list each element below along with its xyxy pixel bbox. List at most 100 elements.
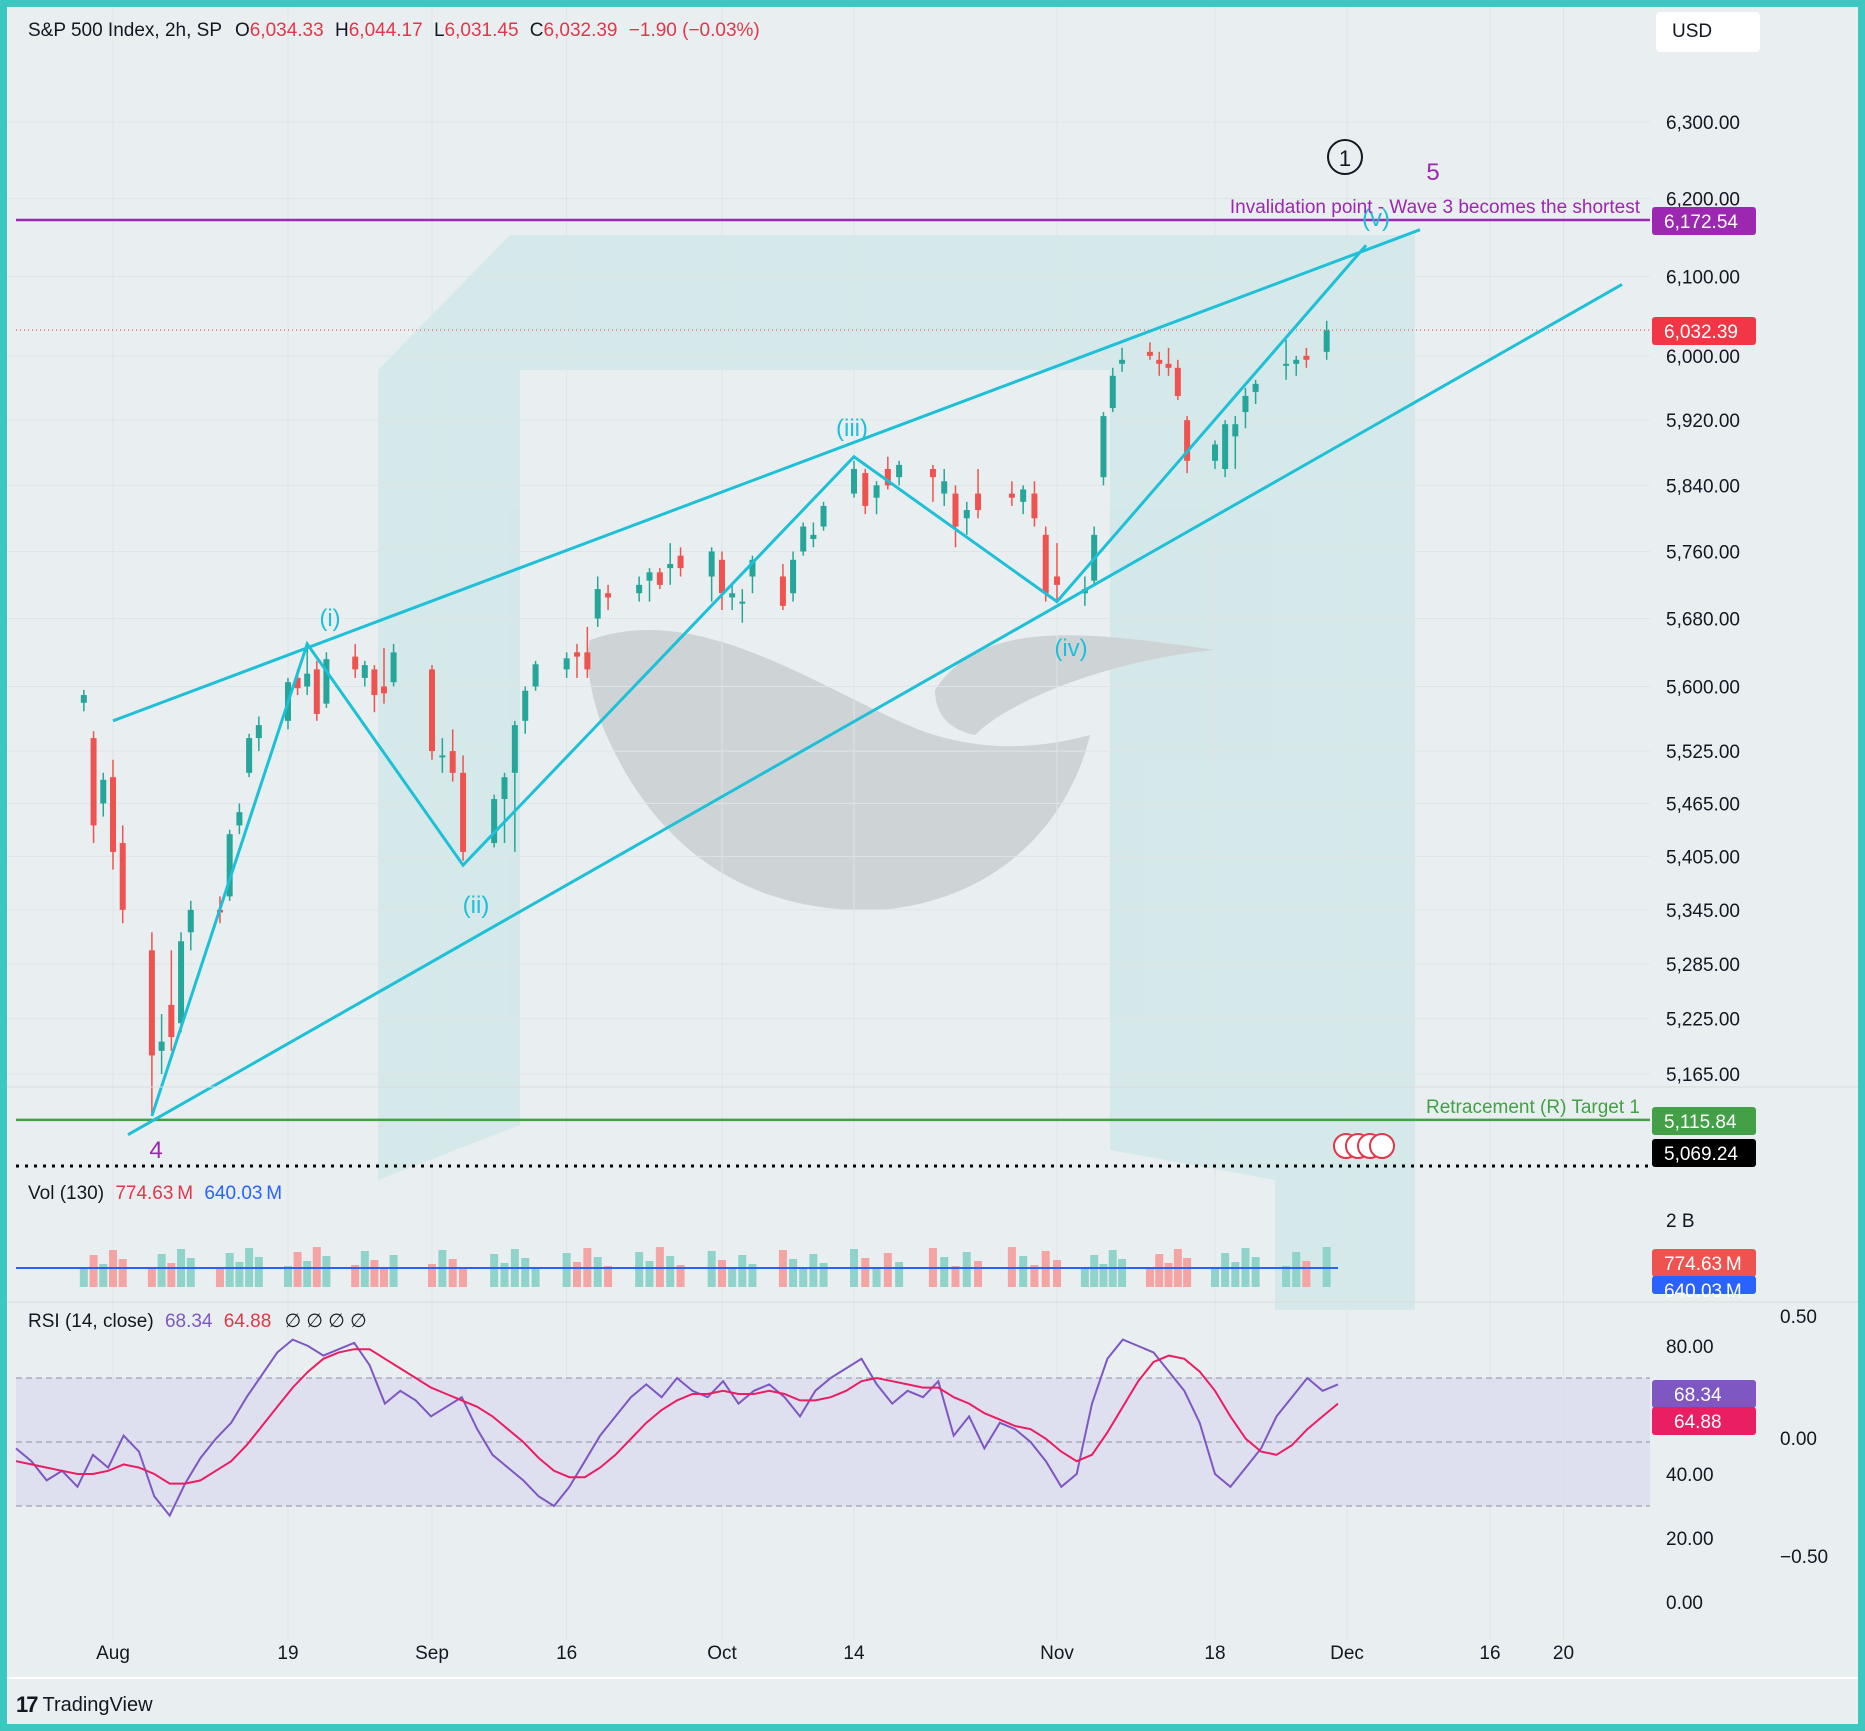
rsi-tag bbox=[1652, 1407, 1756, 1435]
candle-body bbox=[501, 777, 508, 800]
low-value: 6,031.45 bbox=[444, 20, 519, 41]
rsi-tick-label: 80.00 bbox=[1666, 1337, 1714, 1358]
volume-bar bbox=[604, 1266, 613, 1287]
retracement-label: Retracement (R) Target 1 bbox=[1426, 1097, 1640, 1118]
volume-tag bbox=[1652, 1276, 1756, 1294]
price-tick-label: 5,345.00 bbox=[1666, 901, 1740, 922]
time-tick-label: 16 bbox=[556, 1643, 577, 1664]
volume-bar bbox=[1292, 1252, 1301, 1287]
currency-button[interactable]: USD bbox=[1656, 12, 1760, 52]
candle-body bbox=[862, 473, 869, 506]
rsi-band bbox=[16, 1377, 1650, 1507]
symbol-title[interactable]: S&P 500 Index, 2h, SP bbox=[28, 20, 222, 41]
price-tick-label: 5,840.00 bbox=[1666, 476, 1740, 497]
candle-body bbox=[381, 686, 387, 694]
candle-body bbox=[532, 664, 539, 687]
volume-bar bbox=[99, 1264, 108, 1287]
high-value: 6,044.17 bbox=[348, 20, 423, 41]
price-tick-label: 6,000.00 bbox=[1666, 347, 1740, 368]
volume-bar bbox=[951, 1266, 960, 1287]
rsi-legend[interactable]: RSI (14, close) 68.34 64.88 ∅ ∅ ∅ ∅ bbox=[28, 1310, 367, 1333]
volume-bar bbox=[718, 1260, 726, 1287]
price-tick-label: 6,300.00 bbox=[1666, 113, 1740, 134]
candle-body bbox=[352, 656, 359, 670]
symbol-legend[interactable]: S&P 500 Index, 2h, SP O6,034.33 H6,044.1… bbox=[28, 20, 760, 42]
volume-bar bbox=[676, 1265, 685, 1287]
volume-bar bbox=[1221, 1253, 1230, 1287]
volume-bar bbox=[1099, 1264, 1108, 1287]
rsi-value: 68.34 bbox=[164, 1311, 213, 1332]
volume-bar bbox=[389, 1255, 398, 1287]
rsi-ma-line bbox=[15, 1348, 1339, 1485]
volume-value-ma: 640.03 M bbox=[204, 1183, 283, 1204]
horizontal-lines bbox=[16, 218, 1650, 1168]
price-tick-label: 5,600.00 bbox=[1666, 677, 1740, 698]
candle-body bbox=[168, 1004, 175, 1038]
candle-body bbox=[656, 572, 663, 585]
candle-body bbox=[667, 563, 674, 569]
candle-body bbox=[439, 755, 446, 758]
price-tick-label: 5,285.00 bbox=[1666, 955, 1740, 976]
volume-bar bbox=[562, 1253, 571, 1287]
volume-title[interactable]: Vol (130) bbox=[28, 1183, 105, 1204]
change-value: −1.90 (−0.03%) bbox=[628, 20, 760, 41]
volume-bar bbox=[521, 1258, 530, 1287]
volume-bar bbox=[448, 1259, 457, 1287]
volume-tick-label: 2 B bbox=[1666, 1211, 1695, 1232]
time-tick-label: 16 bbox=[1479, 1643, 1500, 1664]
price-tag-label: 6,032.39 bbox=[1664, 322, 1738, 343]
volume-legend[interactable]: Vol (130) 774.63 M 640.03 M bbox=[28, 1183, 282, 1205]
volume-bar bbox=[490, 1254, 499, 1287]
volume-bar bbox=[573, 1262, 581, 1287]
wave-label: (ii) bbox=[463, 892, 490, 919]
watermark-logo bbox=[378, 235, 1415, 1310]
volume-tag-label: 640.03 M bbox=[1664, 1281, 1742, 1302]
rsi-tag bbox=[1652, 1380, 1756, 1408]
candle-body bbox=[390, 652, 397, 683]
wave-label: (i) bbox=[319, 605, 340, 632]
rsi-title[interactable]: RSI (14, close) bbox=[28, 1311, 154, 1332]
volume-bar bbox=[147, 1268, 156, 1287]
candle-body bbox=[187, 909, 194, 933]
price-axis[interactable]: 6,300.00 6,200.00 6,100.00 6,000.00 5,920.00… bbox=[1652, 113, 1828, 1614]
volume-bar bbox=[819, 1263, 828, 1287]
candle-body bbox=[313, 669, 320, 714]
volume-bar bbox=[666, 1256, 675, 1287]
candle-body bbox=[1293, 359, 1300, 364]
volume-bar bbox=[79, 1269, 88, 1287]
candle-body bbox=[594, 589, 601, 619]
time-tick-label: Nov bbox=[1040, 1643, 1074, 1664]
candle-body bbox=[820, 505, 827, 527]
rsi-ma-value: 64.88 bbox=[223, 1311, 272, 1332]
candle-body bbox=[963, 510, 970, 519]
candle-body bbox=[636, 584, 643, 594]
candle-body bbox=[941, 481, 948, 494]
price-tick-label: 5,165.00 bbox=[1666, 1065, 1740, 1086]
volume-bar bbox=[500, 1263, 509, 1287]
time-tick-label: 18 bbox=[1204, 1643, 1225, 1664]
candle-body bbox=[460, 772, 467, 852]
annotations: (i) (ii) (iii) (iv) (v) 4 5 1 Invalidation point… bbox=[149, 139, 1641, 1164]
wave-circle-marker bbox=[1327, 139, 1363, 175]
time-axis[interactable]: Aug 19 Sep 16 Oct 14 Nov 18 Dec 16 20 bbox=[96, 1643, 1574, 1664]
candle-body bbox=[1252, 383, 1259, 392]
rsi-right-scale-label: 0.00 bbox=[1780, 1429, 1817, 1450]
time-tick-label: Sep bbox=[415, 1643, 449, 1664]
volume-bar bbox=[940, 1257, 949, 1287]
volume-bar bbox=[872, 1267, 881, 1287]
volume-bar bbox=[167, 1263, 176, 1287]
candle-body bbox=[975, 493, 982, 511]
time-tick-label: Aug bbox=[96, 1643, 130, 1664]
volume-bar bbox=[254, 1257, 263, 1287]
volume-bar bbox=[962, 1252, 971, 1287]
volume-bar bbox=[1251, 1257, 1260, 1287]
event-marker-ring bbox=[1369, 1133, 1395, 1159]
wave-label: (iii) bbox=[836, 415, 868, 442]
volume-bar bbox=[293, 1252, 302, 1287]
volume-bar bbox=[303, 1261, 312, 1287]
low-label: L bbox=[433, 20, 445, 41]
tradingview-brand[interactable]: 17 TradingView bbox=[16, 1692, 153, 1718]
rsi-tick-label: 40.00 bbox=[1666, 1465, 1714, 1486]
volume-bar bbox=[459, 1268, 468, 1287]
